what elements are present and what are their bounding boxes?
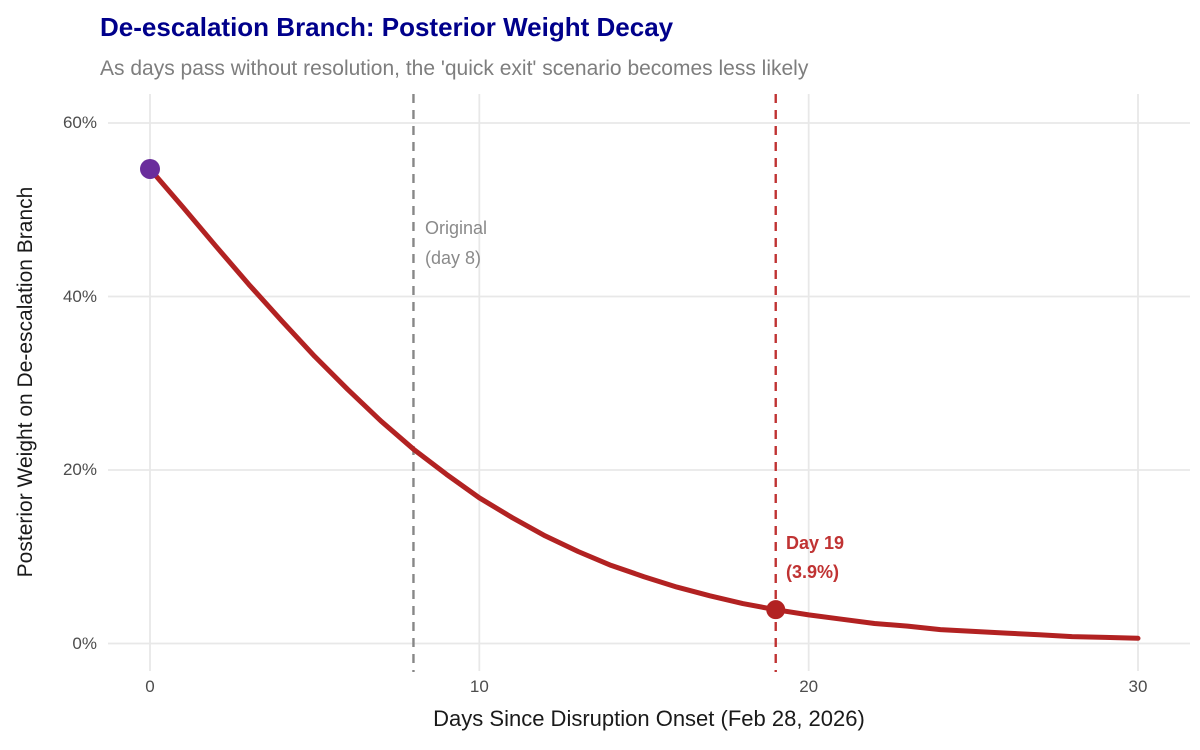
y-tick-label: 40%: [62, 286, 97, 306]
y-tick-label: 20%: [62, 460, 97, 479]
decay-curve: [147, 166, 1141, 641]
chart-subtitle: As days pass without resolution, the 'qu…: [100, 57, 809, 80]
chart-title: De-escalation Branch: Posterior Weight D…: [100, 12, 674, 42]
x-tick-label: 30: [1128, 677, 1148, 696]
x-tick-label: 20: [799, 677, 819, 696]
x-tick-label: 10: [469, 677, 489, 696]
annotation-day19: Day 19 (3.9%): [786, 529, 844, 587]
annotation-day19-line1: Day 19: [786, 533, 845, 553]
annotation-original-line1: Original: [425, 218, 488, 238]
annotation-original-line2: (day 8): [425, 248, 482, 268]
posterior-decay-line: [147, 166, 1141, 641]
reference-lines: [412, 94, 777, 672]
x-axis-title: Days Since Disruption Onset (Feb 28, 202…: [433, 706, 865, 731]
y-tick-label: 0%: [72, 633, 97, 653]
marker-day19-point: [766, 600, 786, 620]
gridlines: [108, 94, 1190, 671]
y-tick-label: 60%: [62, 113, 97, 132]
x-tick-label: 0: [145, 677, 155, 696]
data-point-markers: [140, 158, 786, 620]
annotation-original-day8: Original (day 8): [425, 213, 487, 273]
annotation-day19-line2: (3.9%): [786, 562, 840, 582]
marker-start-point: [140, 158, 160, 179]
y-axis-title: Posterior Weight on De-escalation Branch: [14, 186, 37, 578]
